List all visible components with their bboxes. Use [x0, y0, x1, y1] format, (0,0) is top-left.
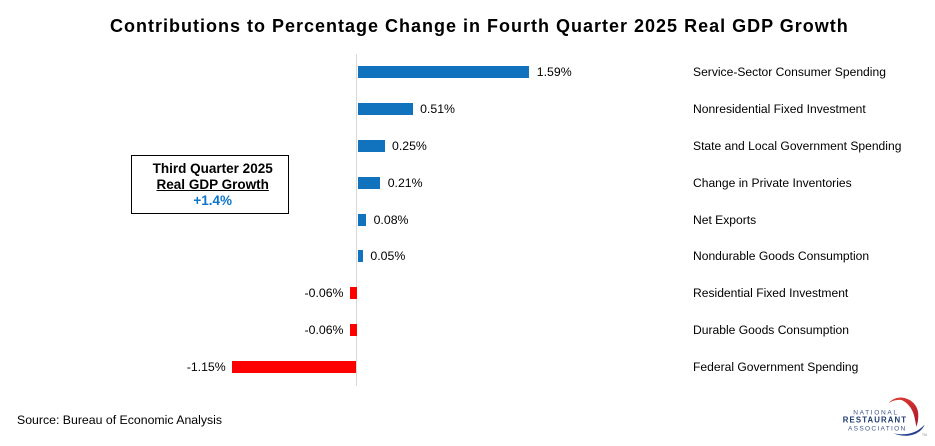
svg-text:NATIONAL: NATIONAL [853, 410, 898, 417]
svg-text:TM: TM [922, 433, 927, 437]
svg-text:ASSOCIATION: ASSOCIATION [848, 426, 907, 433]
svg-text:RESTAURANT: RESTAURANT [843, 415, 907, 424]
